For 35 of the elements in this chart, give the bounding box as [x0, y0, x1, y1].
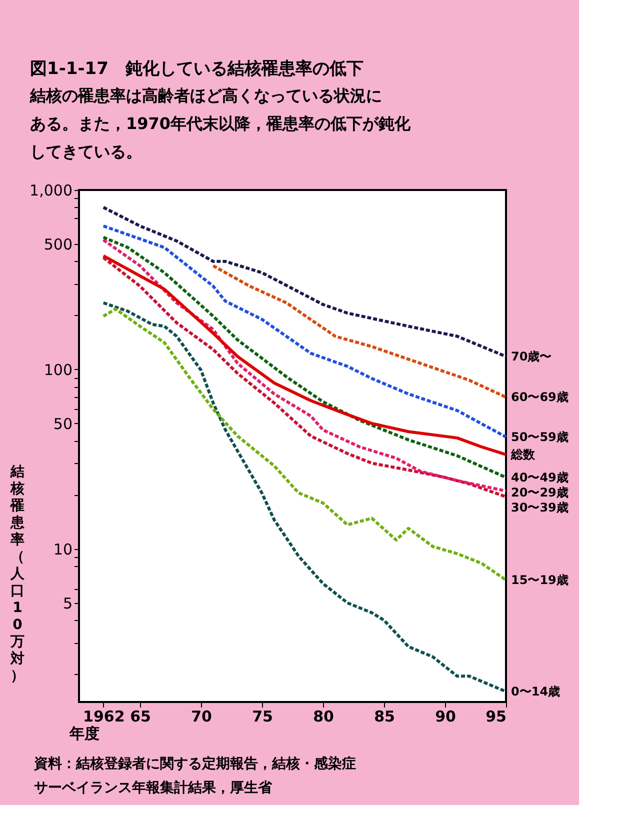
y-tick-label: 100 [44, 360, 72, 379]
x-tick-label: 65 [130, 708, 151, 726]
line-series [102, 254, 508, 456]
x-tick-label: 85 [374, 708, 395, 726]
line-series [212, 264, 508, 399]
series-label: 50〜59歳 [511, 430, 568, 444]
y-tick-label: 50 [53, 414, 72, 433]
series-label: 20〜29歳 [511, 485, 568, 500]
line-series [102, 224, 508, 438]
text: 結核罹患率（人口10万対） [10, 464, 24, 684]
y-tick-label: 10 [53, 540, 72, 558]
text: サーベイランス年報集計結果，厚生省 [34, 780, 273, 796]
text: 資料：結核登録者に関する定期報告，結核・感染症 [33, 755, 356, 772]
y-tick-label: 1,000 [30, 182, 72, 200]
x-tick-label: 75 [252, 708, 273, 726]
line-series [102, 308, 508, 582]
series-label: 40〜49歳 [511, 470, 568, 484]
x-tick-label: 80 [313, 708, 334, 726]
series-label: 15〜19歳 [511, 573, 568, 588]
line-series [102, 301, 508, 694]
y-tick-label: 5 [62, 594, 72, 612]
series-label: 70歳〜 [511, 350, 552, 364]
y-tick-label: 500 [44, 236, 72, 254]
x-tick-label: 95 [486, 708, 506, 726]
series-label: 30〜39歳 [511, 500, 568, 514]
x-axis-title: 年度 [68, 724, 100, 742]
series-label: 0〜14歳 [511, 684, 560, 699]
x-tick-label: 1962 [83, 708, 125, 726]
chart-title: 図1-1-17 鈍化している結核罹患率の低下 [30, 59, 364, 79]
line-series [102, 206, 508, 358]
x-tick-label: 90 [435, 708, 456, 726]
chart-subtitle: 結核の罹患率は高齢者ほど高くなっている状況にある。また，1970年代末以降，罹患率の低下が鈍化してきている。 [29, 86, 412, 161]
series-label: 60〜69歳 [511, 390, 568, 404]
series-label: 総数 [510, 448, 536, 462]
x-tick-label: 70 [191, 708, 212, 726]
